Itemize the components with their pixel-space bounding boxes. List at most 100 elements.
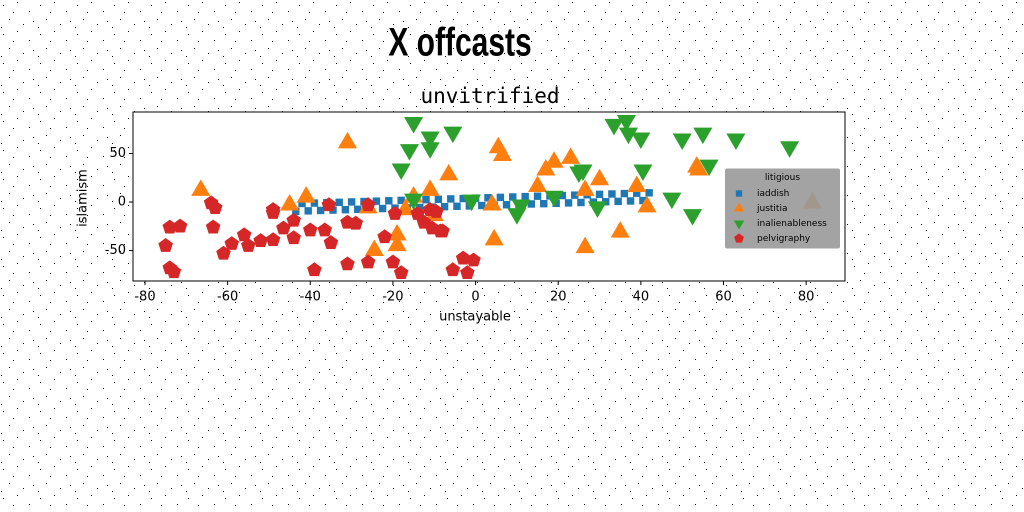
marker	[492, 144, 512, 161]
marker	[608, 190, 616, 198]
legend-marker	[733, 220, 745, 230]
marker	[461, 194, 481, 212]
marker	[387, 234, 407, 252]
marker	[404, 116, 424, 134]
marker	[482, 193, 502, 211]
marker	[385, 197, 393, 205]
marker	[304, 207, 312, 215]
marker	[286, 212, 302, 227]
marker	[439, 163, 459, 181]
marker	[378, 204, 387, 213]
marker	[453, 202, 461, 211]
marker	[637, 195, 657, 213]
marker	[429, 204, 444, 218]
marker	[335, 198, 343, 207]
marker	[236, 227, 252, 242]
y-axis-label: islamism	[76, 169, 91, 227]
marker	[323, 235, 339, 249]
marker	[561, 147, 581, 164]
marker	[410, 206, 425, 220]
marker	[420, 142, 440, 159]
marker	[399, 144, 419, 161]
marker	[347, 198, 356, 206]
marker	[420, 179, 440, 196]
marker	[502, 201, 511, 209]
marker	[341, 205, 350, 214]
marker	[205, 219, 221, 234]
legend-label: inalienableness	[757, 219, 827, 229]
marker	[317, 222, 333, 237]
marker	[460, 265, 475, 280]
marker	[496, 193, 505, 202]
marker	[420, 131, 440, 149]
marker	[527, 200, 536, 208]
marker	[780, 141, 800, 158]
marker	[528, 175, 548, 193]
legend-label: pelvigraphy	[757, 234, 811, 244]
marker	[340, 256, 355, 271]
marker	[573, 164, 593, 182]
marker	[265, 232, 281, 247]
marker	[575, 179, 595, 196]
legend-marker	[735, 190, 743, 197]
marker	[575, 236, 595, 254]
marker	[455, 250, 471, 265]
marker	[397, 196, 405, 205]
marker	[672, 133, 692, 150]
x-tick-label: 40	[633, 290, 650, 305]
x-tick-label: 80	[798, 290, 815, 305]
marker	[571, 191, 579, 199]
marker	[577, 198, 585, 207]
legend-label: iaddish	[757, 189, 789, 199]
marker	[302, 222, 318, 237]
marker	[595, 190, 604, 199]
marker	[286, 230, 302, 245]
marker	[509, 193, 517, 201]
marker	[544, 151, 564, 168]
marker	[434, 195, 443, 204]
y-tick-label: 0	[118, 195, 126, 210]
marker	[689, 159, 709, 176]
legend-title: litigious	[765, 173, 800, 183]
marker	[348, 215, 364, 230]
marker	[172, 218, 188, 233]
marker	[321, 197, 337, 212]
marker	[620, 189, 629, 198]
marker	[616, 115, 636, 132]
x-axis-label: unstayable	[439, 310, 511, 325]
marker	[466, 252, 481, 267]
marker	[511, 199, 531, 216]
marker	[276, 220, 291, 235]
marker	[360, 254, 376, 269]
marker	[521, 192, 529, 201]
marker	[224, 236, 240, 250]
marker	[253, 233, 268, 248]
marker	[387, 224, 407, 241]
marker	[618, 127, 638, 145]
marker	[435, 223, 450, 238]
legend-marker	[733, 202, 745, 212]
marker	[354, 205, 362, 214]
x-tick-label: -80	[134, 290, 155, 305]
markers	[158, 115, 822, 280]
marker	[682, 209, 703, 226]
marker	[699, 159, 719, 177]
chart-title: unvitrified	[420, 84, 559, 108]
marker	[158, 238, 173, 252]
marker	[445, 262, 461, 277]
y-tick-label: 50	[109, 146, 126, 161]
marker	[422, 195, 430, 204]
x-tick-label: 0	[471, 290, 479, 305]
marker	[564, 199, 573, 207]
x-tick-label: 60	[715, 290, 732, 305]
marker	[484, 228, 504, 246]
marker	[393, 265, 409, 280]
marker	[540, 199, 548, 208]
marker	[387, 206, 403, 220]
marker	[307, 262, 322, 277]
marker	[626, 197, 635, 205]
marker	[604, 118, 624, 136]
marker	[360, 197, 376, 212]
marker	[316, 206, 325, 215]
